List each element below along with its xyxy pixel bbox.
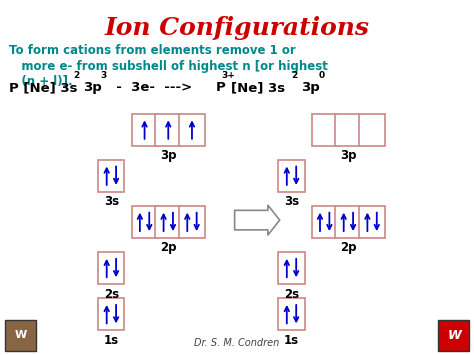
Text: [Ne] 3s: [Ne] 3s: [231, 81, 285, 94]
Bar: [359, 206, 385, 238]
Text: 1s: 1s: [284, 334, 299, 347]
Text: P: P: [216, 81, 226, 94]
Text: 3: 3: [100, 71, 107, 80]
Text: 3p: 3p: [83, 81, 102, 94]
Text: Ion Configurations: Ion Configurations: [104, 16, 370, 40]
Bar: [98, 252, 124, 284]
Bar: [131, 206, 157, 238]
Bar: [98, 160, 124, 192]
Bar: [179, 114, 205, 146]
Bar: [179, 206, 205, 238]
Text: 3s: 3s: [104, 195, 119, 208]
Text: -  3e-  --->: - 3e- --->: [107, 81, 192, 94]
FancyArrow shape: [235, 205, 280, 235]
Text: more e- from subshell of highest n [or highest: more e- from subshell of highest n [or h…: [9, 60, 328, 73]
Bar: [98, 298, 124, 330]
Text: P [Ne] 3s: P [Ne] 3s: [9, 81, 78, 94]
Text: 0: 0: [319, 71, 325, 80]
Bar: [336, 114, 362, 146]
Text: 3p: 3p: [301, 81, 320, 94]
Bar: [279, 252, 305, 284]
Text: 3+: 3+: [222, 71, 236, 80]
FancyBboxPatch shape: [5, 320, 36, 351]
Bar: [279, 298, 305, 330]
Text: 2p: 2p: [340, 241, 356, 255]
Text: 2p: 2p: [160, 241, 176, 255]
Bar: [131, 114, 157, 146]
Text: Dr. S. M. Condren: Dr. S. M. Condren: [194, 338, 280, 348]
Bar: [359, 114, 385, 146]
Text: W: W: [14, 331, 27, 340]
Bar: [312, 206, 337, 238]
Text: 2s: 2s: [284, 288, 299, 301]
Text: 3p: 3p: [340, 149, 356, 162]
Text: 1s: 1s: [104, 334, 119, 347]
Text: 2: 2: [292, 71, 298, 80]
Bar: [312, 114, 337, 146]
Text: To form cations from elements remove 1 or: To form cations from elements remove 1 o…: [9, 44, 296, 58]
Bar: [279, 160, 305, 192]
Text: 3s: 3s: [284, 195, 299, 208]
Text: W: W: [447, 329, 461, 342]
Text: 2s: 2s: [104, 288, 119, 301]
Bar: [155, 114, 181, 146]
FancyBboxPatch shape: [438, 320, 469, 351]
Bar: [155, 206, 181, 238]
Text: 3p: 3p: [160, 149, 176, 162]
Text: 2: 2: [73, 71, 80, 80]
Text: (n + l)].: (n + l)].: [9, 75, 73, 88]
Bar: [336, 206, 362, 238]
